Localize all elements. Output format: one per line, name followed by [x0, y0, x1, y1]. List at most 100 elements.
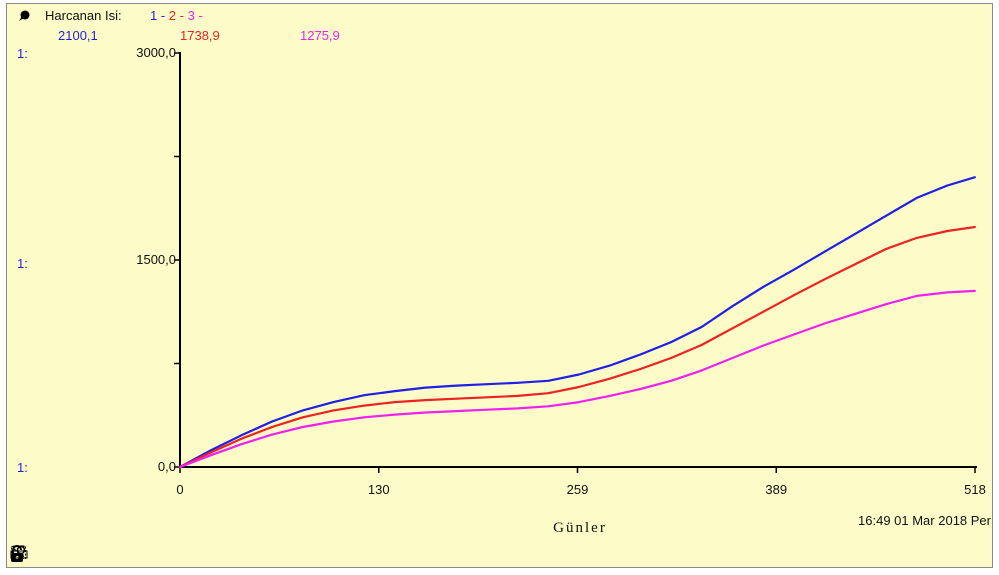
series-1-point	[209, 449, 212, 452]
series-2-point	[332, 409, 335, 412]
series-1-point	[485, 383, 488, 386]
series-2-point	[547, 392, 550, 395]
series-3-point	[762, 344, 765, 347]
toolbar	[10, 545, 96, 563]
series-2-point	[240, 437, 243, 440]
pen-legend-separator: -	[180, 8, 188, 23]
x-tick-label: 518	[964, 482, 986, 497]
series-2-point	[271, 425, 274, 428]
x-axis-label: Günler	[553, 520, 607, 536]
series-1-point	[762, 285, 765, 288]
x-ticks: 0 130 259 389 518	[176, 467, 986, 497]
lock-pin-icon[interactable]	[19, 10, 30, 22]
series-3-point	[608, 394, 611, 397]
series-3-final-value: 1275,9	[300, 28, 340, 43]
series-1-point	[854, 232, 857, 235]
x-tick-label: 389	[765, 482, 787, 497]
series-2-point	[301, 416, 304, 419]
series-1-point	[363, 394, 366, 397]
series-3-point	[792, 333, 795, 336]
series-3-point	[823, 322, 826, 325]
series-2-point	[455, 397, 458, 400]
series-3-point	[209, 454, 212, 457]
series-3-point	[240, 443, 243, 446]
series-2-final-value: 1738,9	[180, 28, 220, 43]
series-3-point	[271, 433, 274, 436]
x-tick-label: 130	[368, 482, 390, 497]
print-icon[interactable]	[10, 545, 74, 563]
series-1-point	[547, 379, 550, 382]
series-3-point	[915, 294, 918, 297]
series-1-point	[639, 353, 642, 356]
unlock-icon[interactable]	[11, 545, 52, 563]
pen-legend-2: 2	[169, 8, 180, 23]
series-1-point	[271, 420, 274, 423]
series-1-point	[731, 305, 734, 308]
y-tick-label: 0,0	[158, 459, 176, 474]
series-1-point	[332, 401, 335, 404]
series-1-point	[516, 381, 519, 384]
series-3-point	[455, 410, 458, 413]
series-1-point	[974, 176, 976, 179]
series-3-point	[670, 379, 673, 382]
pen-legend-1: 1	[150, 8, 161, 23]
series-1-point	[915, 196, 918, 199]
series-3-point	[854, 312, 857, 315]
series-3-point	[578, 401, 581, 404]
pen-legend-3: 3	[188, 8, 199, 23]
series-3-point	[424, 411, 427, 414]
series-2-point	[762, 310, 765, 313]
series-1-point	[670, 341, 673, 344]
scale-marker-top: 1:	[17, 46, 28, 61]
series-3-point	[884, 303, 887, 306]
series-2-point	[424, 399, 427, 402]
scale-marker-mid: 1:	[17, 256, 28, 271]
series-1-point	[424, 386, 427, 389]
series-3-point	[700, 369, 703, 372]
series-lines	[179, 176, 976, 469]
y-tick-label: 3000,0	[136, 45, 176, 60]
series-2-line	[179, 225, 976, 468]
series-3-point	[974, 289, 976, 292]
series-1-point	[792, 268, 795, 271]
series-2-point	[946, 230, 949, 233]
series-2-point	[731, 327, 734, 330]
series-3-point	[547, 405, 550, 408]
series-2-point	[516, 394, 519, 397]
series-1-final-value: 2100,1	[58, 28, 98, 43]
series-1-point	[608, 364, 611, 367]
series-2-point	[209, 451, 212, 454]
series-2-point	[639, 368, 642, 371]
series-2-point	[884, 247, 887, 250]
series-3-point	[179, 466, 181, 468]
series-3-point	[393, 413, 396, 416]
series-1-point	[700, 325, 703, 328]
series-3-point	[485, 408, 488, 411]
series-2-point	[670, 356, 673, 359]
series-1-point	[946, 184, 949, 187]
series-1-point	[884, 214, 887, 217]
graph-title: Harcanan Isi:	[45, 8, 122, 23]
series-1-point	[393, 390, 396, 393]
series-3-point	[731, 356, 734, 359]
pen-legend: 1 - 2 - 3 -	[150, 8, 203, 23]
series-2-point	[700, 343, 703, 346]
series-2-point	[485, 396, 488, 399]
timestamp: 16:49 01 Mar 2018 Per	[858, 513, 992, 528]
series-2-point	[974, 226, 976, 229]
series-1-point	[455, 384, 458, 387]
pin-icon[interactable]	[11, 545, 96, 563]
x-tick-label: 0	[176, 482, 183, 497]
series-1-point	[240, 434, 243, 437]
pen-legend-separator: -	[161, 8, 169, 23]
pen-legend-separator: -	[198, 8, 202, 23]
series-1-point	[578, 373, 581, 376]
series-3-point	[516, 407, 519, 410]
series-1-line	[179, 176, 976, 468]
scale-marker-bottom: 1:	[17, 460, 28, 475]
series-1-point	[823, 250, 826, 253]
series-1-point	[301, 409, 304, 412]
series-3-point	[946, 291, 949, 294]
graph-panel	[6, 3, 993, 568]
